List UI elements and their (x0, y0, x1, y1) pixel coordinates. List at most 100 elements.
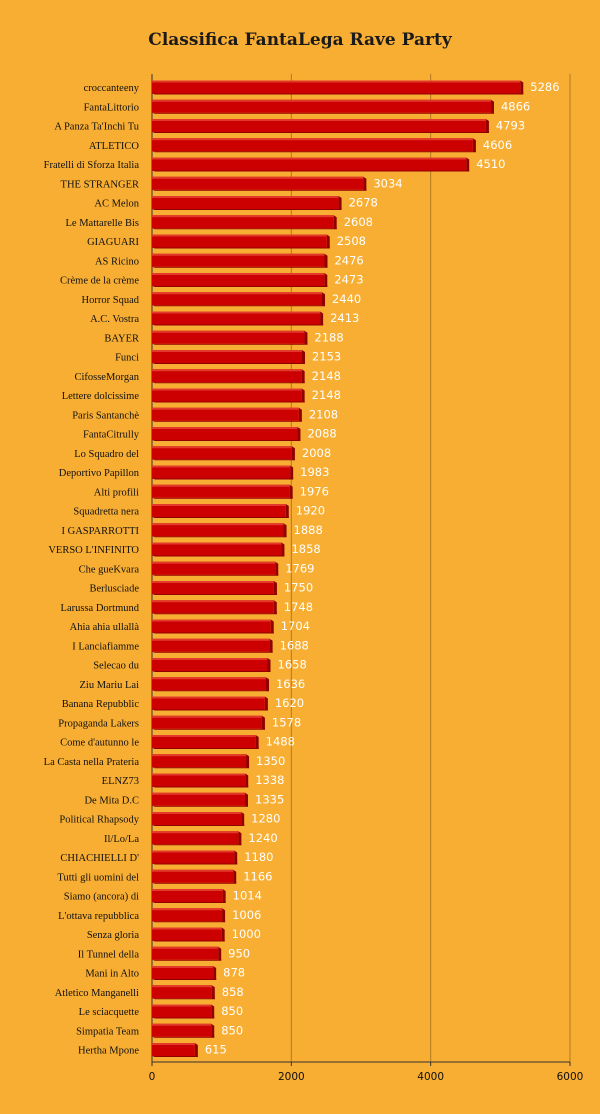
bar-group (152, 215, 337, 230)
bar-group (152, 812, 245, 826)
category-label: Paris Santanchè (72, 410, 139, 421)
bar (152, 869, 234, 883)
category-label: Senza gloria (87, 930, 140, 941)
value-label: 2473 (334, 273, 363, 287)
bar-group (152, 773, 249, 788)
bar (152, 157, 467, 171)
bar-highlight (152, 831, 239, 834)
bar-side (238, 831, 242, 846)
bar (152, 985, 212, 999)
bar-group (152, 369, 305, 384)
category-label: THE STRANGER (61, 179, 139, 190)
bar-highlight (152, 273, 325, 275)
category-label: Atletico Manganelli (55, 988, 139, 999)
bar-highlight (152, 99, 491, 102)
category-label: Ziu Mariu Lai (80, 680, 140, 691)
bar (152, 600, 274, 614)
bar-highlight (152, 715, 262, 718)
category-label: Le sciacquette (79, 1007, 140, 1018)
category-label: Alti profili (94, 487, 139, 498)
bar-side (472, 138, 476, 153)
bar (152, 350, 302, 363)
bar-side (218, 946, 222, 961)
bar-group (152, 850, 238, 865)
value-label: 1688 (280, 638, 309, 652)
bar-side (267, 658, 271, 672)
value-label: 1488 (266, 735, 295, 749)
bar-group (152, 927, 225, 942)
bar-side (245, 773, 249, 788)
value-label: 1000 (232, 927, 261, 941)
bar (152, 638, 270, 652)
bar-side (333, 215, 337, 230)
bar-group (152, 735, 259, 749)
bar-highlight (152, 850, 235, 853)
bar-side (211, 985, 215, 1000)
value-label: 4793 (496, 119, 525, 133)
bar-highlight (152, 581, 274, 583)
value-label: 1658 (278, 658, 307, 672)
bar-highlight (152, 908, 223, 911)
bar-highlight (152, 600, 274, 603)
bar-side (321, 292, 325, 307)
value-label: 2608 (344, 215, 373, 229)
bar (152, 715, 262, 729)
bar (152, 792, 246, 806)
bar (152, 504, 286, 517)
bar-group (152, 792, 249, 807)
bar-side (289, 484, 293, 499)
value-label: 615 (205, 1043, 227, 1057)
category-label: AC Melon (94, 199, 139, 210)
bar-side (265, 677, 269, 692)
bar (152, 754, 247, 768)
category-label: FantaCitrully (83, 430, 140, 441)
bar-highlight (152, 754, 247, 757)
bar-side (363, 176, 367, 191)
value-label: 2153 (312, 350, 341, 364)
bar-highlight (152, 176, 364, 179)
value-label: 2148 (312, 369, 341, 383)
bar-group (152, 196, 342, 210)
bar-side (324, 253, 328, 268)
bar-highlight (152, 253, 325, 256)
bar-side (211, 1004, 215, 1019)
bar-group (152, 253, 328, 268)
bar (152, 369, 302, 383)
category-label: Larussa Dortmund (61, 603, 140, 614)
value-label: 1240 (248, 831, 277, 845)
bar-group (152, 831, 242, 846)
bar (152, 831, 239, 845)
bar (152, 119, 486, 132)
bar (152, 542, 282, 556)
category-label: Il Tunnel della (78, 949, 140, 960)
bar-side (269, 638, 273, 653)
category-label: Crème de la crème (60, 276, 139, 287)
bar-side (466, 157, 470, 172)
category-label: Squadretta nera (73, 507, 139, 518)
bar-group (152, 1043, 198, 1057)
bar-highlight (152, 735, 256, 737)
bar-highlight (152, 773, 246, 776)
value-label: 850 (221, 1023, 243, 1037)
value-label: 2440 (332, 292, 361, 306)
category-label: L'ottava repubblica (58, 911, 139, 922)
category-label: GIAGUARI (87, 237, 139, 248)
bar-group (152, 330, 308, 345)
bar-side (270, 619, 274, 634)
bar-side (298, 407, 302, 422)
bar-group (152, 523, 287, 538)
bar-group (152, 754, 250, 769)
bar-highlight (152, 985, 212, 988)
bar-side (213, 966, 217, 980)
bar-highlight (152, 638, 270, 641)
bar-side (275, 561, 279, 576)
category-label: FantaLittorio (84, 102, 139, 113)
bar-side (285, 504, 289, 518)
bar-group (152, 388, 305, 403)
bar-side (234, 850, 238, 865)
bar (152, 465, 291, 479)
bar (152, 677, 266, 691)
bar-group (152, 273, 328, 287)
value-label: 2148 (312, 388, 341, 402)
bar-group (152, 600, 277, 615)
